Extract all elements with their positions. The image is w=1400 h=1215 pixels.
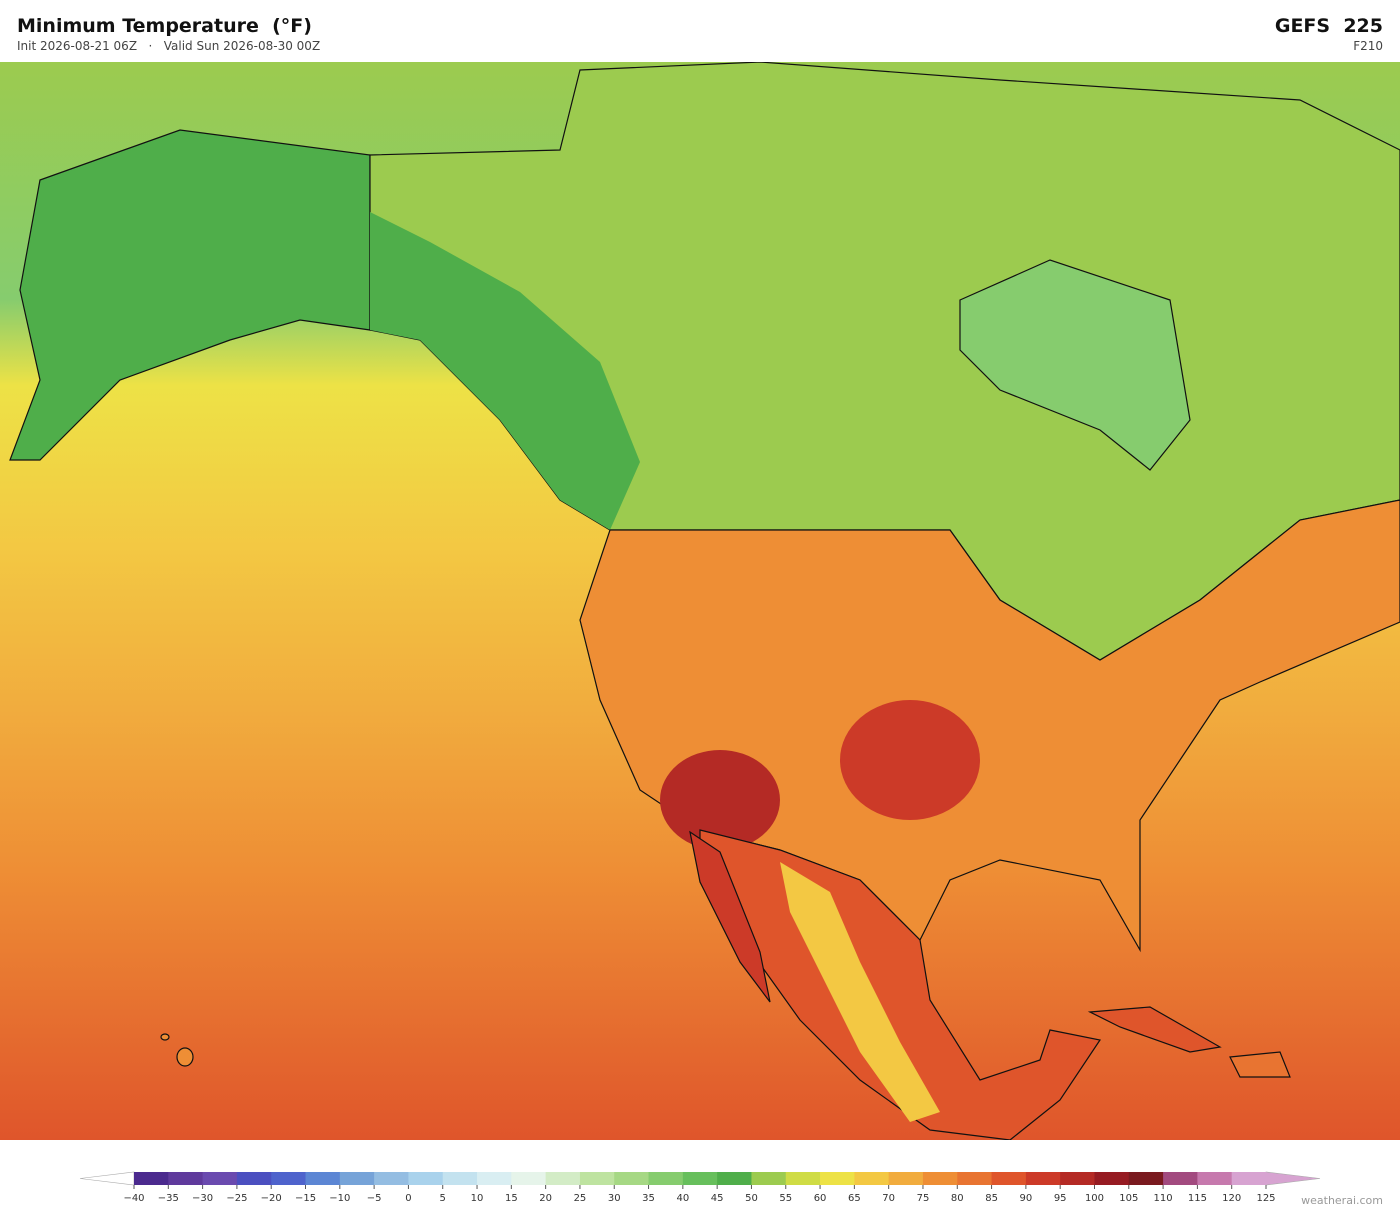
tick-label: 40 — [676, 1193, 689, 1204]
hudson-bay — [959, 259, 1191, 471]
color-bin — [339, 1172, 375, 1185]
color-bin — [1025, 1172, 1061, 1185]
color-bin — [922, 1172, 958, 1185]
tick-label: 25 — [574, 1193, 587, 1204]
color-bin — [1094, 1172, 1130, 1185]
tick-label: −15 — [295, 1193, 316, 1204]
tick-label: 35 — [642, 1193, 655, 1204]
hot-spot — [660, 750, 780, 850]
cuba — [1087, 1006, 1222, 1053]
tick-label: 125 — [1256, 1193, 1275, 1204]
tick-label: 85 — [985, 1193, 998, 1204]
tick-label: 115 — [1188, 1193, 1207, 1204]
color-bin — [236, 1172, 272, 1185]
color-bin — [1197, 1172, 1233, 1185]
tick-label: −10 — [329, 1193, 350, 1204]
color-bin — [957, 1172, 993, 1185]
tick-label: −40 — [123, 1193, 144, 1204]
color-bin — [271, 1172, 307, 1185]
tick-label: 95 — [1054, 1193, 1067, 1204]
hawaii — [176, 1047, 194, 1067]
over-triangle — [1265, 1171, 1321, 1186]
tick-label: −35 — [158, 1193, 179, 1204]
tick-label: 65 — [848, 1193, 861, 1204]
color-bin — [545, 1172, 581, 1185]
color-bin — [477, 1172, 512, 1185]
tick-label: −30 — [192, 1193, 213, 1204]
tick-label: 60 — [814, 1193, 827, 1204]
tick-label: 20 — [539, 1193, 552, 1204]
hot-spot — [840, 700, 980, 820]
colorbar: −40 −35 −30 −25 −20 −15 −10 −5 0 5 10 15 20 25 30 35 40 4… — [79, 1171, 1321, 1204]
model: GEFS 225 — [1274, 15, 1383, 37]
tick-label: 80 — [951, 1193, 964, 1204]
color-bin — [305, 1172, 341, 1185]
color-bin — [1231, 1172, 1267, 1185]
color-bin — [1163, 1172, 1198, 1185]
color-bin — [648, 1172, 684, 1185]
color-bin — [202, 1172, 238, 1185]
tick-label: 0 — [405, 1193, 411, 1204]
color-bin — [717, 1172, 752, 1185]
color-bin — [888, 1172, 924, 1185]
tick-label: 120 — [1222, 1193, 1241, 1204]
hispaniola — [1229, 1051, 1291, 1078]
color-bin — [751, 1172, 787, 1185]
color-bin — [134, 1172, 169, 1185]
color-bin — [785, 1172, 821, 1185]
forecast-hour: F210 — [1353, 39, 1383, 53]
tick-label: 75 — [917, 1193, 930, 1204]
tick-label: 50 — [745, 1193, 758, 1204]
plateau — [780, 862, 940, 1122]
color-bin — [1128, 1172, 1164, 1185]
color-bin — [820, 1172, 855, 1185]
map — [0, 62, 1400, 1140]
subtitle: Init 2026-08-21 06Z · Valid Sun 2026-08-… — [17, 39, 321, 53]
tick-label: 5 — [440, 1193, 446, 1204]
tick-label: 30 — [608, 1193, 621, 1204]
color-bin — [442, 1172, 478, 1185]
color-bin — [374, 1172, 409, 1185]
color-bin — [408, 1172, 444, 1185]
alaska — [9, 129, 371, 461]
tick-label: −25 — [226, 1193, 247, 1204]
color-bin — [511, 1172, 547, 1185]
tick-label: −20 — [261, 1193, 282, 1204]
rockies — [370, 212, 640, 530]
tick-label: 100 — [1085, 1193, 1104, 1204]
tick-label: 55 — [779, 1193, 792, 1204]
title: Minimum Temperature (°F) — [17, 15, 312, 37]
land — [9, 62, 1400, 1140]
watermark: weatherai.com — [1301, 1194, 1383, 1207]
united-states — [579, 499, 1400, 953]
tick-label: 70 — [882, 1193, 895, 1204]
color-bin — [579, 1172, 615, 1185]
tick-label: 15 — [505, 1193, 518, 1204]
tick-label: 110 — [1154, 1193, 1173, 1204]
baja — [689, 830, 771, 1003]
tick-label: 10 — [471, 1193, 484, 1204]
tick-label: 90 — [1020, 1193, 1033, 1204]
tick-label: 105 — [1119, 1193, 1138, 1204]
under-triangle — [79, 1171, 135, 1186]
hawaii — [160, 1033, 170, 1041]
color-bin — [614, 1172, 650, 1185]
tick-label: −5 — [367, 1193, 382, 1204]
color-bin — [168, 1172, 204, 1185]
color-bin — [991, 1172, 1027, 1185]
color-bin — [854, 1172, 890, 1185]
color-bin — [1060, 1172, 1095, 1185]
color-bin — [682, 1172, 718, 1185]
tick-label: 45 — [711, 1193, 724, 1204]
